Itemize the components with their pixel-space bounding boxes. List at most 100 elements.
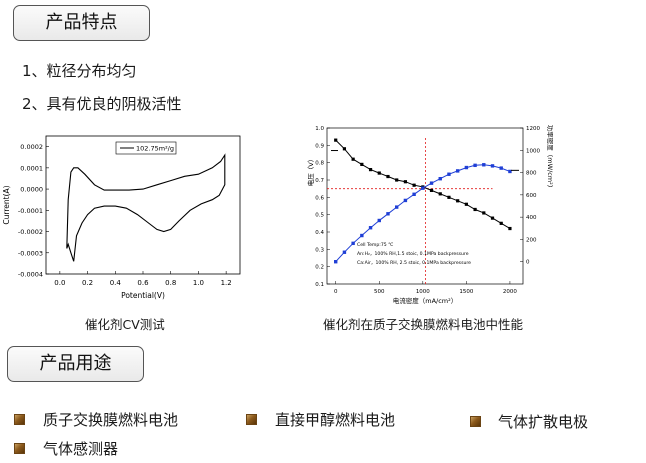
power-point (438, 177, 442, 181)
plot-frame (326, 127, 524, 285)
y-tick-label: 0.1 (315, 282, 324, 288)
power-point (499, 166, 503, 170)
x-axis-label: Potential(V) (121, 291, 165, 300)
voltage-point (403, 180, 407, 184)
voltage-point (342, 147, 347, 151)
power-point (377, 218, 381, 223)
y-tick-label: 0.6 (315, 195, 324, 201)
x-tick-label: 0.6 (137, 279, 149, 287)
power-point (473, 163, 477, 168)
y-tick-label: -0.0001 (18, 207, 43, 215)
voltage-point (368, 168, 373, 172)
y-tick-label: 1.0 (315, 126, 324, 132)
y-tick-label: 0.9 (315, 143, 324, 149)
x-tick-label: 1000 (416, 289, 430, 295)
y-tick-label: -0.0002 (18, 228, 43, 236)
x-tick-label: 0.4 (110, 279, 122, 287)
x-tick-label: 0 (334, 289, 338, 295)
power-point (386, 212, 390, 216)
use-item-1: 质子交换膜燃料电池 (43, 411, 179, 429)
bullet-icon (246, 414, 257, 425)
voltage-point (482, 211, 486, 215)
x-tick-label: 1.2 (221, 279, 232, 287)
power-point (403, 198, 408, 203)
test-condition-annotation: Cell Temp:75 ℃ (357, 242, 393, 248)
y-tick-label: 0.2 (315, 265, 324, 271)
fuel-cell-chart: 0 500 1000 1500 20000.10.20.30.40.50.60.70.8… (306, 125, 553, 305)
y2-tick-label: 0 (526, 260, 530, 266)
y-tick-label: 0.0000 (20, 186, 43, 194)
x-tick-label: 1.0 (193, 279, 204, 287)
voltage-point (395, 178, 399, 182)
y2-axis-label: 功率密度（mW/cm²） (546, 125, 553, 191)
x-tick-label: 0.2 (82, 279, 93, 287)
voltage-point (351, 157, 355, 161)
y-tick-label: 0.8 (315, 161, 324, 167)
x-tick-label: 1500 (459, 289, 473, 295)
y-tick-label: 0.3 (315, 247, 324, 253)
y-tick-label: -0.0003 (18, 249, 43, 257)
y-axis-label: Current(A) (2, 185, 11, 224)
power-point (455, 169, 460, 173)
voltage-point (473, 207, 477, 212)
voltage-point (499, 221, 503, 225)
y-tick-label: 0.0002 (20, 143, 43, 151)
bullet-icon (470, 416, 481, 427)
y-tick-label: 0.4 (315, 230, 324, 236)
voltage-point (508, 226, 512, 231)
voltage-point (447, 195, 451, 199)
legend-label: 102.75m²/g (136, 145, 174, 153)
test-condition-annotation: Ca:Air，100% RH, 2.5 stoic, 0.1MPa backpr… (357, 260, 471, 266)
y2-tick-label: 1000 (526, 148, 540, 154)
voltage-curve (335, 139, 511, 229)
cv-curve (66, 153, 226, 262)
cv-chart: 0.0 0.2 0.4 0.6 0.8 1.0 1.2 0.0002 0.0001 0.0000 -… (2, 135, 241, 300)
power-point (421, 186, 425, 190)
voltage-point (438, 192, 442, 196)
voltage-point (377, 171, 381, 175)
use-item-4: 气体感测器 (43, 440, 119, 458)
voltage-point (464, 202, 468, 206)
legend-box (115, 141, 177, 155)
features-section-title: 产品特点 (13, 5, 150, 41)
x-tick-label: 2000 (503, 289, 517, 295)
power-point (508, 169, 512, 174)
y2-tick-label: 800 (526, 171, 537, 177)
power-point (482, 163, 486, 167)
feature-item-2: 2、具有优良的阴极活性 (22, 95, 182, 113)
x-tick-label: 500 (374, 289, 385, 295)
bullet-icon (14, 414, 25, 425)
power-point (464, 165, 469, 170)
x-tick-label: 0.8 (165, 279, 176, 287)
bullet-icon (14, 443, 25, 454)
x-axis-label: 电流密度（mA/cm²） (393, 296, 457, 305)
use-item-2: 直接甲醇燃料电池 (275, 411, 396, 429)
power-point (360, 233, 364, 238)
voltage-point (334, 138, 338, 142)
power-point (368, 226, 373, 230)
y2-tick-label: 200 (526, 237, 537, 243)
uses-section-title: 产品用途 (7, 346, 144, 382)
y2-tick-label: 600 (526, 193, 537, 199)
power-point (447, 172, 451, 176)
power-point (394, 205, 399, 209)
cv-chart-caption: 催化剂CV测试 (85, 317, 165, 332)
power-point (342, 250, 347, 254)
voltage-point (429, 188, 434, 192)
y-tick-label: 0.5 (315, 213, 324, 219)
power-point (429, 181, 434, 185)
voltage-point (360, 162, 364, 166)
power-point (351, 241, 355, 246)
feature-item-1: 1、粒径分布均匀 (22, 62, 137, 80)
y2-tick-label: 400 (526, 215, 537, 221)
power-point (412, 192, 416, 196)
y-tick-label: 0.0001 (20, 164, 43, 172)
voltage-point (386, 174, 390, 179)
y-tick-label: -0.0004 (18, 271, 43, 279)
power-point (490, 164, 495, 168)
voltage-point (456, 199, 460, 203)
power-point (334, 260, 338, 264)
y-axis-label: 电压（V） (306, 156, 315, 186)
y2-tick-label: 1200 (526, 126, 540, 132)
fuel-cell-chart-caption: 催化剂在质子交换膜燃料电池中性能 (323, 317, 524, 332)
